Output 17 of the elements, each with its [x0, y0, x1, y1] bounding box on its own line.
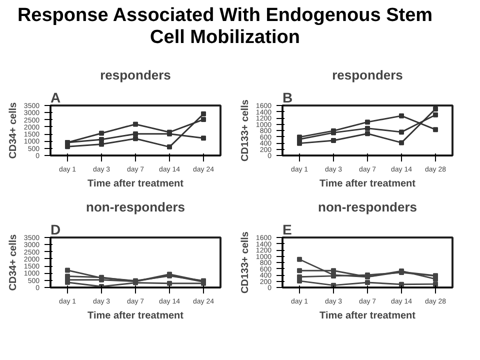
text: Response Associated With Endogenous Stem Cell Mobilization: [16, 5, 434, 49]
chart-title: non-responders: [86, 200, 185, 214]
x-axis-title: Time after treatment: [320, 178, 416, 190]
y-axis-title: CD133+ cells: [240, 231, 251, 294]
y-axis-title: CD133+ cells: [240, 99, 251, 162]
x-axis-title: Time after treatment: [88, 178, 184, 190]
text: E: [282, 222, 292, 238]
text: B: [282, 90, 293, 106]
chart-title: responders: [100, 68, 171, 82]
x-axis-title: Time after treatment: [88, 310, 184, 322]
chart-title: responders: [332, 68, 403, 82]
chart-title: non-responders: [318, 200, 417, 214]
y-axis-title: CD34+ cells: [8, 102, 19, 159]
y-axis-title: CD34+ cells: [8, 234, 19, 291]
annotation: A: [50, 90, 61, 106]
x-axis-title: Time after treatment: [320, 310, 416, 322]
annotation: D: [50, 222, 61, 238]
